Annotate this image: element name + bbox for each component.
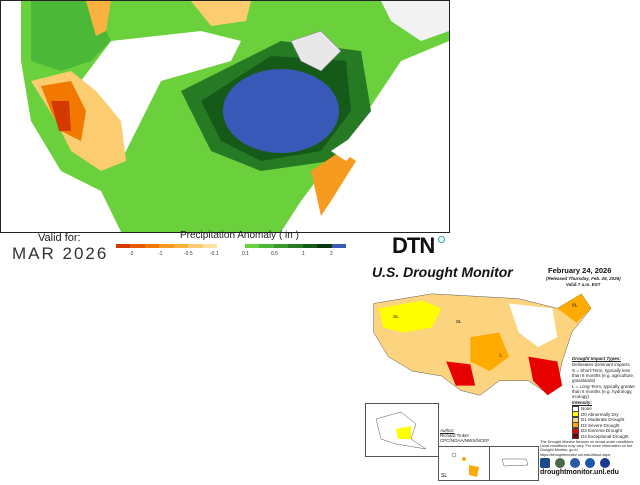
dtn-logo: DTN	[392, 233, 435, 258]
valid-for-label: Valid for:	[38, 232, 81, 244]
drought-map: SL SL L SL	[360, 289, 600, 403]
author-name: Richard Tinker	[440, 433, 470, 438]
negative-swatch	[188, 244, 203, 248]
drought-monitor-url[interactable]: droughtmonitor.unl.edu	[540, 468, 619, 476]
positive-swatch	[288, 244, 303, 248]
tick-label: -2	[129, 251, 134, 257]
tick-label: 1	[302, 251, 305, 257]
usda-logo	[540, 457, 550, 468]
drought-date: February 24, 2026	[548, 266, 612, 275]
tick-label: 0.5	[271, 251, 278, 257]
negative-swatch	[202, 244, 217, 248]
hawaii-inset: SL	[438, 446, 490, 481]
intensity-title: Intensity:	[572, 400, 593, 405]
doc-logo	[570, 457, 580, 468]
puerto-rico-inset	[489, 446, 539, 481]
negative-swatch	[116, 244, 131, 248]
impact-label: SL	[456, 319, 462, 325]
positive-color-scale	[245, 244, 346, 248]
positive-swatch	[302, 244, 318, 248]
intensity-label: D3 Extreme Drought	[581, 428, 623, 434]
valid-for-value: MAR 2026	[12, 244, 109, 263]
drought-valid: Valid 7 a.m. EST	[566, 282, 601, 287]
tick-label: 2	[330, 251, 333, 257]
negative-swatch	[130, 244, 145, 248]
intensity-legend: None D0 Abnormally Dry D1 Moderate Drought…	[572, 405, 640, 440]
positive-swatch	[245, 244, 260, 248]
legend-title: Precipitation Anomaly ( in )	[180, 230, 299, 241]
impact-label: L	[499, 353, 502, 359]
tick-label: 0.1	[242, 251, 249, 257]
negative-swatch	[173, 244, 189, 248]
tick-label: -0.5	[184, 251, 193, 257]
intensity-label: D4 Exceptional Drought	[581, 433, 629, 439]
positive-swatch	[273, 244, 289, 248]
intensity-label: None	[581, 406, 592, 412]
positive-swatch	[331, 244, 346, 248]
impact-label: SL	[441, 473, 447, 479]
impact-item: S = Short-Term, typically less than 6 mo…	[572, 368, 635, 383]
nasa-logo	[600, 457, 610, 468]
impact-item: Delineates dominant impacts	[572, 362, 630, 367]
agency-logos	[540, 457, 640, 468]
intensity-label: D0 Abnormally Dry	[581, 411, 619, 417]
drought-legend-column: Drought Impact Types: Delineates dominan…	[540, 356, 640, 477]
author-block: Author: Richard Tinker CPC/NOAA/NWS/NCEP	[440, 428, 489, 443]
impact-types-title: Drought Impact Types:	[572, 356, 621, 361]
drought-monitor-title: U.S. Drought Monitor	[372, 264, 513, 280]
intensity-swatch	[572, 433, 579, 440]
intensity-legend-item: D4 Exceptional Drought	[572, 433, 640, 440]
negative-swatch	[159, 244, 174, 248]
dtn-logo-dot	[438, 236, 445, 243]
alaska-inset	[365, 403, 439, 457]
impact-item: L = Long-Term, typically greater than 6 …	[572, 384, 635, 399]
ndmc-logo	[555, 457, 565, 468]
tick-label: -1	[158, 251, 163, 257]
negative-swatch	[144, 244, 160, 248]
drought-note: The Drought Monitor focuses on broad-sca…	[540, 440, 635, 457]
intensity-label: D1 Moderate Drought	[581, 417, 625, 423]
author-org: CPC/NOAA/NWS/NCEP	[440, 438, 490, 443]
precipitation-anomaly-map	[0, 0, 450, 233]
noaa-logo	[585, 457, 595, 468]
negative-color-scale	[116, 244, 217, 248]
drought-released: (Released Thursday, Feb. 26, 2026)	[546, 276, 621, 281]
positive-swatch	[259, 244, 274, 248]
impact-label: SL	[572, 302, 578, 308]
author-label: Author:	[440, 428, 455, 433]
tick-label: -0.1	[210, 251, 219, 257]
positive-swatch	[317, 244, 332, 248]
intensity-label: D2 Severe Drought	[581, 422, 620, 428]
impact-label: SL	[393, 314, 399, 320]
drought-legend: Drought Impact Types: Delineates dominan…	[572, 356, 640, 440]
